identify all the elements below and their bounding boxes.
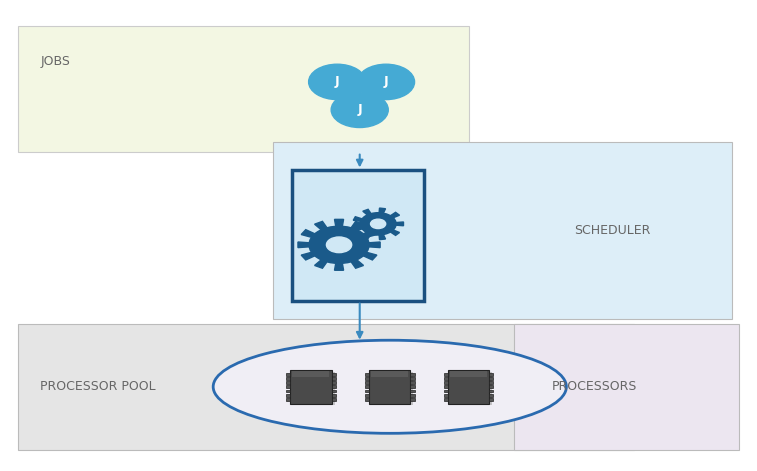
FancyBboxPatch shape — [372, 372, 413, 406]
Polygon shape — [298, 242, 309, 248]
Circle shape — [331, 92, 388, 128]
Circle shape — [370, 219, 386, 228]
FancyBboxPatch shape — [286, 390, 290, 392]
Polygon shape — [379, 235, 385, 240]
Polygon shape — [354, 217, 362, 221]
Text: SCHEDULER: SCHEDULER — [574, 224, 650, 237]
Polygon shape — [391, 230, 400, 236]
Text: J: J — [384, 75, 388, 89]
FancyBboxPatch shape — [286, 385, 290, 388]
Text: PROCESSOR POOL: PROCESSOR POOL — [40, 380, 156, 393]
FancyBboxPatch shape — [372, 372, 408, 377]
Circle shape — [309, 64, 366, 99]
Circle shape — [357, 64, 415, 99]
FancyBboxPatch shape — [332, 390, 335, 392]
FancyBboxPatch shape — [410, 385, 415, 388]
FancyBboxPatch shape — [451, 372, 492, 406]
FancyBboxPatch shape — [410, 373, 415, 375]
Circle shape — [360, 213, 396, 235]
FancyBboxPatch shape — [410, 398, 415, 401]
FancyBboxPatch shape — [292, 372, 329, 377]
FancyBboxPatch shape — [489, 385, 494, 388]
FancyBboxPatch shape — [365, 398, 369, 401]
Polygon shape — [396, 222, 403, 226]
FancyBboxPatch shape — [450, 372, 487, 377]
Polygon shape — [335, 263, 344, 270]
Text: J: J — [357, 103, 362, 116]
FancyBboxPatch shape — [292, 171, 424, 300]
Polygon shape — [363, 209, 371, 215]
FancyBboxPatch shape — [365, 394, 369, 397]
Polygon shape — [379, 208, 385, 213]
FancyBboxPatch shape — [489, 398, 494, 401]
FancyBboxPatch shape — [444, 385, 448, 388]
FancyBboxPatch shape — [369, 370, 410, 404]
Polygon shape — [369, 242, 380, 248]
FancyBboxPatch shape — [489, 381, 494, 384]
FancyBboxPatch shape — [444, 381, 448, 384]
FancyBboxPatch shape — [286, 398, 290, 401]
Polygon shape — [351, 260, 363, 268]
Polygon shape — [363, 230, 377, 237]
FancyBboxPatch shape — [444, 398, 448, 401]
FancyBboxPatch shape — [365, 373, 369, 375]
Polygon shape — [301, 252, 315, 260]
FancyBboxPatch shape — [286, 377, 290, 380]
FancyBboxPatch shape — [365, 377, 369, 380]
FancyBboxPatch shape — [489, 373, 494, 375]
FancyBboxPatch shape — [332, 373, 335, 375]
FancyBboxPatch shape — [444, 373, 448, 375]
Polygon shape — [301, 230, 315, 237]
FancyBboxPatch shape — [286, 373, 290, 375]
FancyBboxPatch shape — [332, 385, 335, 388]
FancyBboxPatch shape — [286, 381, 290, 384]
FancyBboxPatch shape — [286, 394, 290, 397]
Polygon shape — [315, 260, 327, 268]
Text: PROCESSORS: PROCESSORS — [551, 380, 637, 393]
FancyBboxPatch shape — [489, 390, 494, 392]
FancyBboxPatch shape — [18, 324, 634, 450]
Ellipse shape — [213, 340, 566, 433]
Circle shape — [309, 226, 369, 263]
FancyBboxPatch shape — [332, 377, 335, 380]
FancyBboxPatch shape — [444, 390, 448, 392]
FancyBboxPatch shape — [410, 390, 415, 392]
FancyBboxPatch shape — [365, 385, 369, 388]
FancyBboxPatch shape — [273, 142, 732, 319]
Polygon shape — [391, 212, 400, 218]
FancyBboxPatch shape — [332, 394, 335, 397]
FancyBboxPatch shape — [332, 398, 335, 401]
FancyBboxPatch shape — [365, 381, 369, 384]
FancyBboxPatch shape — [444, 394, 448, 397]
Polygon shape — [354, 227, 362, 231]
Polygon shape — [335, 219, 344, 226]
FancyBboxPatch shape — [332, 381, 335, 384]
FancyBboxPatch shape — [489, 394, 494, 397]
FancyBboxPatch shape — [365, 390, 369, 392]
FancyBboxPatch shape — [410, 381, 415, 384]
FancyBboxPatch shape — [514, 324, 739, 450]
Polygon shape — [363, 233, 371, 238]
FancyBboxPatch shape — [410, 394, 415, 397]
FancyBboxPatch shape — [448, 370, 489, 404]
Polygon shape — [363, 252, 377, 260]
FancyBboxPatch shape — [290, 370, 332, 404]
Polygon shape — [351, 221, 363, 230]
FancyBboxPatch shape — [410, 377, 415, 380]
Text: JOBS: JOBS — [40, 55, 70, 68]
FancyBboxPatch shape — [293, 372, 335, 406]
Polygon shape — [315, 221, 327, 230]
FancyBboxPatch shape — [444, 377, 448, 380]
FancyBboxPatch shape — [18, 26, 469, 152]
Text: J: J — [335, 75, 339, 89]
FancyBboxPatch shape — [489, 377, 494, 380]
Circle shape — [326, 237, 352, 252]
